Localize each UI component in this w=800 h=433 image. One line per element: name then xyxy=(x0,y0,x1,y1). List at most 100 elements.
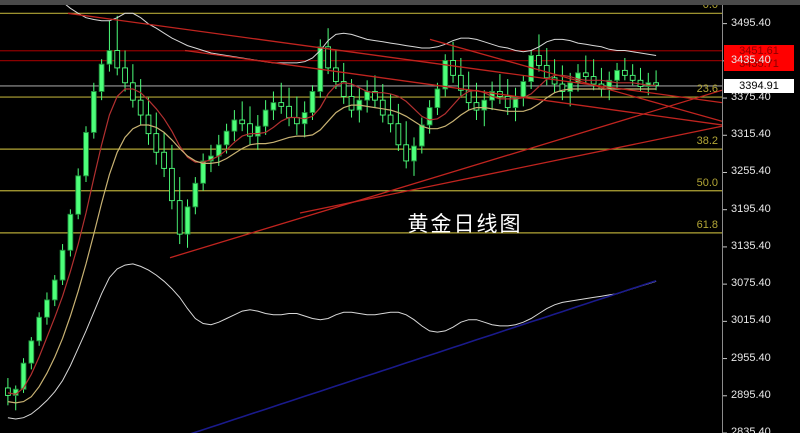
candle-body xyxy=(254,125,261,137)
candle-body xyxy=(395,123,402,146)
candle-body xyxy=(67,213,74,251)
candle-body xyxy=(262,109,269,127)
candle-body xyxy=(122,67,128,84)
candle-body xyxy=(512,97,519,109)
fib-label-236: 23.6 xyxy=(696,83,718,96)
candle-body xyxy=(372,91,378,101)
candle-body xyxy=(231,119,238,132)
alert-price-box[interactable]: 3451.61 3435.71 xyxy=(724,44,794,71)
candle-body xyxy=(98,63,105,92)
price-tick-label: 3195.40 xyxy=(731,202,771,215)
candle-body xyxy=(387,114,394,125)
price-tick-label: 3435.40 xyxy=(731,53,771,66)
candle-body xyxy=(567,82,574,92)
trendline-triangle-lower xyxy=(299,125,722,214)
candle-body xyxy=(450,60,456,76)
price-tick-label: 3315.40 xyxy=(731,128,771,141)
price-tick-label: 3075.40 xyxy=(731,277,771,290)
bollinger-lower-band xyxy=(7,263,657,420)
price-tick-label: 3135.40 xyxy=(731,239,771,252)
candle-body xyxy=(90,91,97,133)
fib-label-618: 61.8 xyxy=(696,218,718,231)
candle-body xyxy=(51,279,58,301)
candle-body xyxy=(325,46,331,69)
candle-body xyxy=(457,74,464,91)
candle-body xyxy=(270,102,277,111)
candle-body xyxy=(129,82,136,101)
candle-body xyxy=(434,88,441,109)
fib-label-382: 38.2 xyxy=(696,135,718,148)
trendline-descending-resistance xyxy=(67,12,722,104)
candle-body xyxy=(153,133,160,153)
candle-body xyxy=(536,55,542,66)
window-top-border xyxy=(0,0,800,5)
candle-body xyxy=(551,77,558,85)
candle-body xyxy=(614,69,620,81)
candle-body xyxy=(403,144,410,162)
moving-average-fast xyxy=(7,74,657,395)
trendline-ascending-support xyxy=(169,89,722,259)
chart-plot-area[interactable]: 0.0 23.6 38.2 50.0 61.8 黄金日线图 xyxy=(0,5,722,433)
candle-body xyxy=(200,160,207,184)
candle-body xyxy=(278,102,285,107)
candle-body xyxy=(145,114,152,135)
price-axis[interactable]: 3451.61 3435.71 3394.91 3495.40 3435.40 33… xyxy=(722,5,800,433)
trendline-inner-descending xyxy=(429,38,722,122)
candle-body xyxy=(481,99,488,111)
moving-average-mid xyxy=(7,88,657,404)
candle-body xyxy=(106,50,113,65)
candle-body xyxy=(621,69,628,76)
candle-body xyxy=(223,130,230,146)
candle-body xyxy=(184,206,191,235)
candle-body xyxy=(161,151,167,169)
alert-price-lower: 3435.71 xyxy=(739,57,779,70)
candle-body xyxy=(192,182,199,208)
candle-body xyxy=(426,107,433,126)
bollinger-upper-band xyxy=(65,5,657,64)
candle-body xyxy=(59,249,66,281)
candle-body xyxy=(44,299,50,318)
candle-body xyxy=(629,74,636,81)
candle-body xyxy=(333,67,339,82)
candle-body xyxy=(5,387,11,396)
price-tick-label: 2895.40 xyxy=(731,388,771,401)
price-axis-ticks xyxy=(723,23,727,433)
chart-watermark-title: 黄金日线图 xyxy=(407,212,523,236)
candle-body xyxy=(28,340,35,364)
candle-body xyxy=(504,95,511,109)
candle-body xyxy=(520,81,527,99)
candle-body xyxy=(442,60,449,90)
moving-average-slow xyxy=(190,279,657,433)
chart-canvas xyxy=(0,5,722,433)
candle-body xyxy=(20,362,27,390)
candle-body xyxy=(247,123,253,137)
candle-body xyxy=(36,316,43,342)
candle-body xyxy=(309,91,316,114)
candle-body xyxy=(169,167,175,202)
trendline-triangle-upper xyxy=(184,49,722,126)
candle-body xyxy=(137,99,144,116)
candle-body xyxy=(364,91,371,101)
candle-body xyxy=(411,145,417,162)
price-tick-label: 2955.40 xyxy=(731,351,771,364)
candle-body xyxy=(293,117,300,125)
price-tick-label: 3495.40 xyxy=(731,16,771,29)
candle-body xyxy=(75,175,82,215)
price-tick-label: 3015.40 xyxy=(731,314,771,327)
candle-body xyxy=(83,131,89,177)
price-tick-label: 2835.40 xyxy=(731,426,771,433)
candle-body xyxy=(473,102,480,111)
candle-body xyxy=(176,200,183,235)
candle-body xyxy=(418,124,425,147)
candle-body xyxy=(559,83,566,92)
candle-body xyxy=(340,81,347,97)
price-tick-label: 3255.40 xyxy=(731,165,771,178)
current-price-box[interactable]: 3394.91 xyxy=(724,78,794,93)
candle-body xyxy=(114,50,121,69)
fib-label-500: 50.0 xyxy=(696,176,718,189)
candle-body xyxy=(582,72,589,78)
candle-body xyxy=(348,95,355,111)
fib-label-0: 0.0 xyxy=(702,5,718,12)
candle-body xyxy=(239,119,246,125)
